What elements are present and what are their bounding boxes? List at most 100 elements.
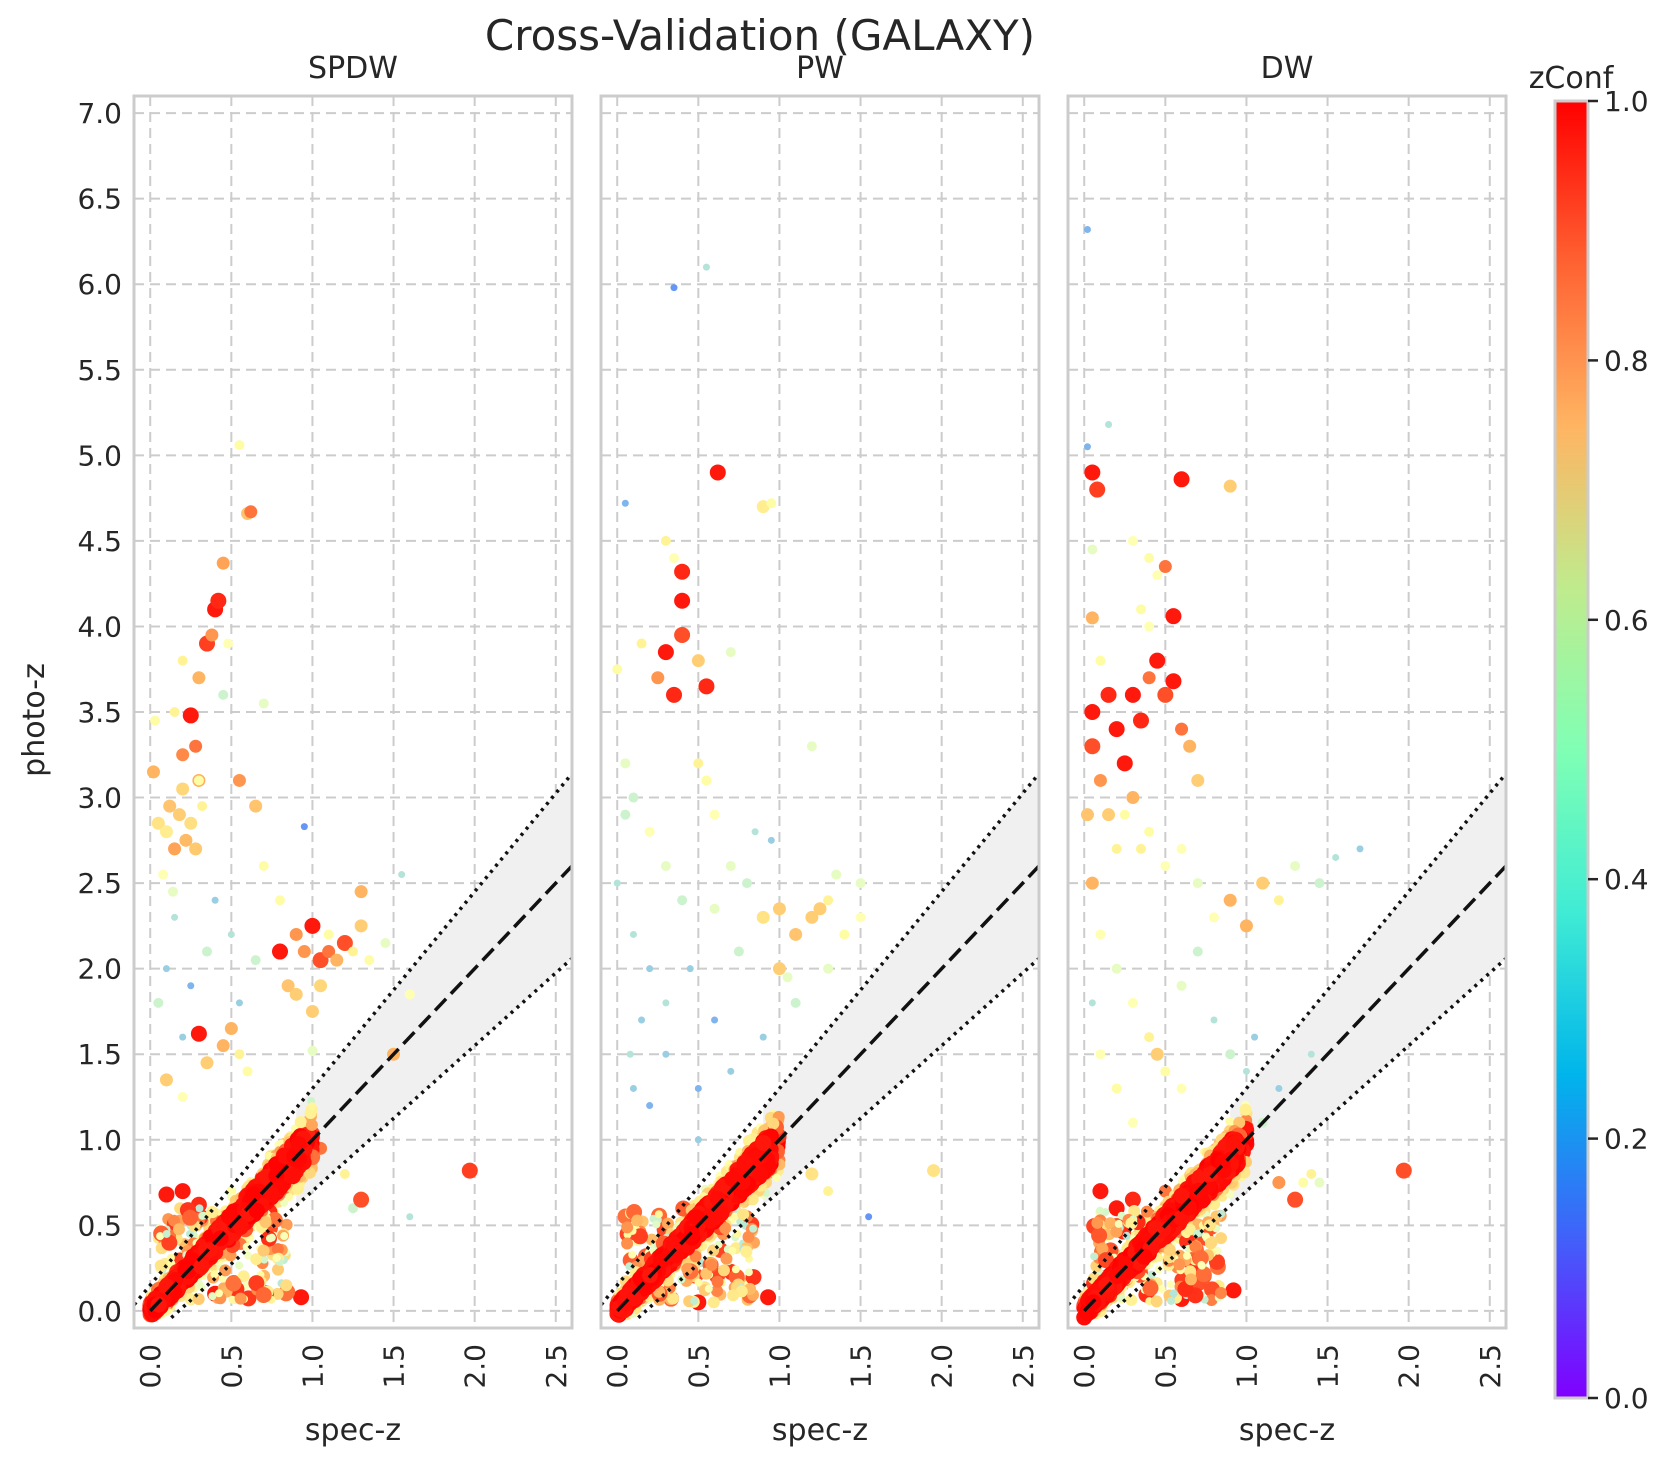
data-point [1093, 773, 1107, 787]
data-point [823, 963, 834, 974]
data-point [1356, 845, 1364, 853]
data-point [354, 885, 368, 899]
y-tick-label: 5.5 [77, 354, 122, 387]
data-point [760, 1289, 777, 1306]
data-point [216, 556, 230, 570]
data-point [1191, 773, 1205, 787]
data-point [286, 1148, 303, 1165]
data-point [651, 671, 665, 685]
data-point [1087, 544, 1098, 555]
data-point [704, 1284, 713, 1293]
data-point [1192, 946, 1203, 957]
data-point [831, 869, 842, 880]
x-tick-label: 1.0 [763, 1344, 796, 1389]
data-point [242, 1242, 251, 1251]
data-point [162, 965, 170, 973]
data-point [628, 1250, 637, 1259]
data-point [1133, 712, 1149, 729]
data-point [1225, 1117, 1234, 1126]
data-point [248, 1275, 265, 1292]
y-tick-label: 3.0 [77, 782, 122, 815]
data-point [674, 627, 691, 643]
data-point [192, 671, 206, 685]
y-tick-label: 1.5 [77, 1038, 122, 1071]
data-point [179, 1033, 187, 1041]
data-point [190, 1025, 207, 1042]
data-point [693, 758, 704, 769]
data-point [153, 997, 164, 1008]
data-point [297, 945, 311, 959]
data-point [161, 1234, 178, 1251]
data-point [1152, 570, 1163, 581]
data-point [731, 1212, 740, 1221]
data-point [789, 927, 803, 941]
data-point [208, 1292, 217, 1301]
data-point [300, 823, 308, 831]
data-point [150, 715, 161, 726]
data-point [1105, 421, 1113, 429]
data-point [806, 741, 817, 752]
data-point [1225, 1049, 1236, 1060]
data-point [652, 1220, 661, 1229]
data-point [1096, 1242, 1109, 1255]
data-point [621, 1221, 634, 1234]
data-point [1111, 1083, 1122, 1094]
data-point [1239, 919, 1253, 933]
x-tick-label: 2.5 [1007, 1344, 1040, 1389]
data-point [146, 765, 160, 779]
data-point [1080, 808, 1094, 822]
data-point [654, 1210, 663, 1219]
data-point [652, 1253, 669, 1270]
data-point [1251, 1033, 1259, 1041]
data-point [237, 1270, 250, 1283]
data-point [232, 1218, 249, 1235]
data-point [772, 1173, 781, 1182]
data-point [1195, 1266, 1212, 1283]
outlier-band-lower [296, 866, 572, 1206]
data-point [1225, 1282, 1242, 1299]
data-point [1314, 878, 1325, 889]
data-point [224, 1022, 238, 1036]
x-tick-label: 1.5 [378, 1344, 411, 1389]
data-point [336, 935, 353, 951]
data-point [927, 1164, 941, 1178]
data-point [790, 997, 801, 1008]
data-point [670, 284, 678, 292]
data-point [1256, 876, 1270, 890]
data-point [304, 1107, 317, 1120]
data-point [1144, 1032, 1155, 1043]
data-point [179, 833, 193, 847]
data-point [289, 987, 303, 1001]
data-point [702, 263, 710, 271]
data-point [265, 1234, 274, 1243]
data-point [235, 999, 243, 1007]
data-point [398, 871, 406, 879]
data-point [354, 919, 368, 933]
x-tick-label: 2.0 [459, 1344, 492, 1389]
data-point [158, 1186, 175, 1203]
data-point [728, 1246, 737, 1255]
data-point [855, 912, 866, 923]
data-point [245, 1186, 262, 1203]
data-point [234, 1049, 245, 1060]
data-point [674, 563, 691, 580]
data-point [219, 1264, 232, 1277]
data-point [1169, 1289, 1178, 1298]
data-point [767, 1117, 780, 1130]
data-point [782, 972, 793, 983]
data-point [280, 1232, 289, 1241]
data-point [694, 1278, 703, 1287]
data-point [1116, 755, 1133, 772]
y-tick-label: 4.5 [77, 525, 122, 558]
x-axis-label: spec-z [772, 1413, 868, 1448]
data-point [1210, 1016, 1218, 1024]
x-tick-label: 0.0 [601, 1344, 634, 1389]
data-point [197, 801, 208, 812]
outlier-band-upper [296, 773, 572, 1157]
data-point [1095, 655, 1106, 666]
data-point [1091, 1227, 1108, 1244]
data-point [720, 1252, 733, 1265]
data-point [281, 979, 295, 993]
